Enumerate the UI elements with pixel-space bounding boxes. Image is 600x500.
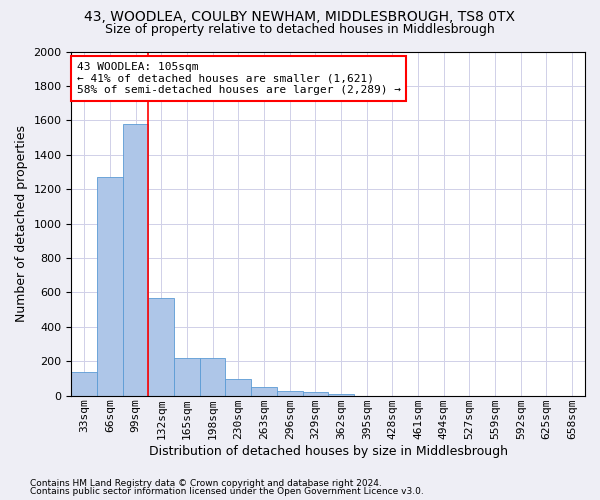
Text: Contains HM Land Registry data © Crown copyright and database right 2024.: Contains HM Land Registry data © Crown c… bbox=[30, 478, 382, 488]
Bar bbox=[328, 394, 354, 396]
Y-axis label: Number of detached properties: Number of detached properties bbox=[15, 125, 28, 322]
Bar bbox=[174, 358, 200, 396]
Bar bbox=[71, 372, 97, 396]
X-axis label: Distribution of detached houses by size in Middlesbrough: Distribution of detached houses by size … bbox=[149, 444, 508, 458]
Bar bbox=[97, 177, 123, 396]
Text: Size of property relative to detached houses in Middlesbrough: Size of property relative to detached ho… bbox=[105, 22, 495, 36]
Bar bbox=[148, 298, 174, 396]
Bar bbox=[123, 124, 148, 396]
Bar bbox=[302, 392, 328, 396]
Text: Contains public sector information licensed under the Open Government Licence v3: Contains public sector information licen… bbox=[30, 487, 424, 496]
Bar bbox=[277, 390, 302, 396]
Bar bbox=[200, 358, 226, 396]
Bar bbox=[251, 387, 277, 396]
Text: 43 WOODLEA: 105sqm
← 41% of detached houses are smaller (1,621)
58% of semi-deta: 43 WOODLEA: 105sqm ← 41% of detached hou… bbox=[77, 62, 401, 95]
Text: 43, WOODLEA, COULBY NEWHAM, MIDDLESBROUGH, TS8 0TX: 43, WOODLEA, COULBY NEWHAM, MIDDLESBROUG… bbox=[85, 10, 515, 24]
Bar bbox=[226, 380, 251, 396]
